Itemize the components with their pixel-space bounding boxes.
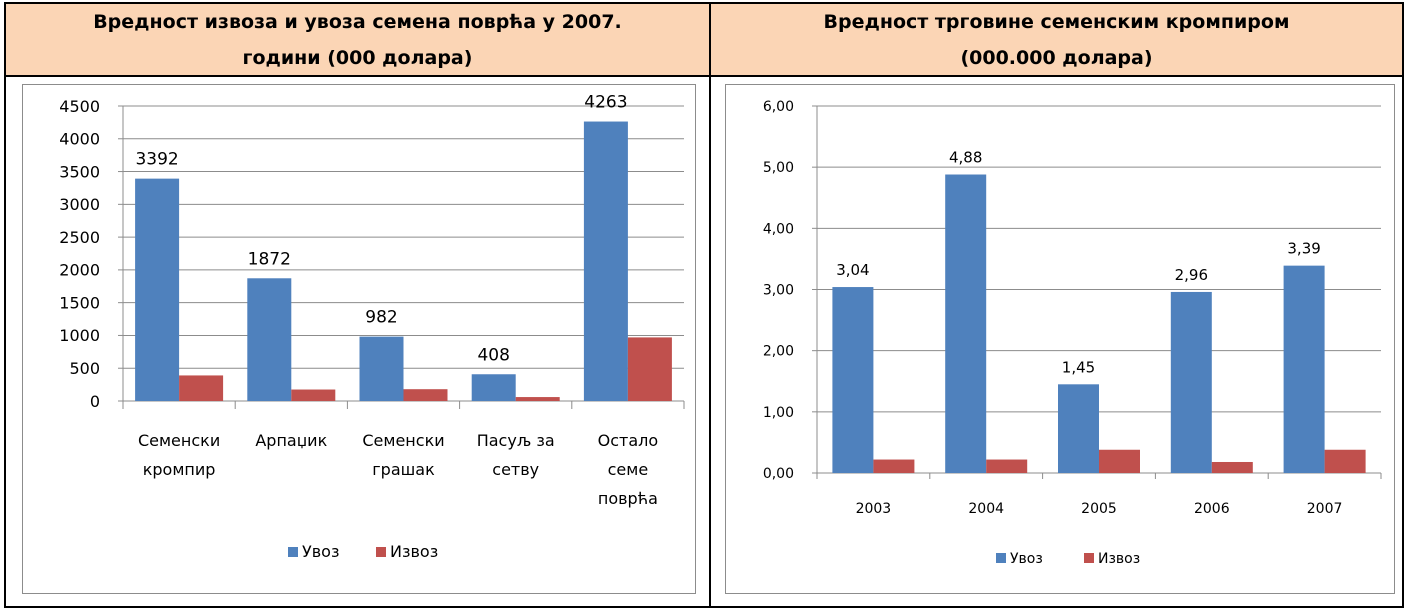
right-panel-header: Вредност трговине семенским кромпиром (00… bbox=[711, 4, 1402, 77]
y-tick-label: 1500 bbox=[59, 293, 100, 312]
legend-export-label: Извоз bbox=[1098, 551, 1140, 567]
import-bar bbox=[471, 374, 516, 401]
x-category-label: 2007 bbox=[1307, 501, 1343, 517]
legend-import-label: Увоз bbox=[302, 542, 339, 561]
right-title-line2: (000.000 долара) bbox=[960, 46, 1153, 69]
y-tick-label: 500 bbox=[69, 359, 100, 378]
import-bar bbox=[247, 278, 292, 401]
x-category-label: кромпир bbox=[143, 460, 216, 479]
import-bar bbox=[1283, 265, 1325, 473]
y-tick-label: 0,00 bbox=[763, 466, 794, 482]
bar-data-label: 4,88 bbox=[949, 149, 982, 167]
y-tick-label: 2000 bbox=[59, 261, 100, 280]
bar-data-label: 1872 bbox=[248, 249, 291, 269]
export-bar bbox=[179, 375, 224, 401]
y-tick-label: 2,00 bbox=[763, 344, 794, 360]
x-category-label: 2005 bbox=[1081, 501, 1117, 517]
y-tick-label: 4,00 bbox=[763, 221, 794, 237]
import-bar bbox=[832, 287, 874, 473]
x-category-label: 2006 bbox=[1194, 501, 1230, 517]
import-bar bbox=[945, 174, 987, 474]
seed-trade-chart: 0 500 1000 1500 2000 2500 3000 3500 4000 4500 3392… bbox=[59, 93, 685, 561]
y-tick-label: 6,00 bbox=[763, 99, 794, 115]
x-category-label: Арпаџик bbox=[255, 431, 327, 450]
legend-import-label: Увоз bbox=[1010, 551, 1043, 567]
x-category-label: Пасуљ за bbox=[477, 431, 555, 450]
export-bar bbox=[515, 397, 560, 401]
y-tick-label: 2500 bbox=[59, 228, 100, 247]
left-panel-title: Вредност извоза и увоза семена поврћа у … bbox=[93, 4, 622, 76]
right-title-line1: Вредност трговине семенским кромпиром bbox=[823, 10, 1290, 33]
x-category-label: грашак bbox=[372, 460, 435, 479]
import-bar bbox=[1058, 384, 1099, 473]
export-bar bbox=[291, 389, 336, 401]
potato-trade-chart-box: 0,00 1,00 2,00 3,00 4,00 5,00 6,00 3,04 2003 4,88… bbox=[725, 84, 1395, 594]
x-category-label: семе bbox=[608, 460, 649, 479]
import-bar bbox=[359, 336, 404, 401]
import-bar bbox=[1170, 291, 1212, 473]
x-category-label: поврћа bbox=[598, 489, 658, 508]
left-panel-header: Вредност извоза и увоза семена поврћа у … bbox=[6, 4, 709, 77]
y-tick-label: 5,00 bbox=[763, 160, 794, 176]
y-tick-label: 1000 bbox=[59, 326, 100, 345]
y-tick-label: 4000 bbox=[59, 130, 100, 149]
left-title-line1: Вредност извоза и увоза семена поврћа у … bbox=[93, 10, 622, 33]
legend-export-swatch bbox=[1084, 553, 1094, 563]
seed-trade-chart-box: 0 500 1000 1500 2000 2500 3000 3500 4000 4500 3392… bbox=[22, 84, 696, 594]
import-bar bbox=[583, 121, 628, 401]
x-category-label: сетву bbox=[492, 460, 539, 479]
potato-trade-chart: 0,00 1,00 2,00 3,00 4,00 5,00 6,00 3,04 2003 4,88… bbox=[763, 99, 1382, 567]
y-tick-label: 3,00 bbox=[763, 283, 794, 299]
bar-data-label: 3392 bbox=[135, 150, 178, 170]
bar-data-label: 982 bbox=[365, 308, 397, 328]
x-category-label: 2004 bbox=[968, 501, 1004, 517]
y-tick-label: 3500 bbox=[59, 162, 100, 181]
page-frame: Вредност извоза и увоза семена поврћа у … bbox=[4, 2, 1404, 608]
x-category-label: 2003 bbox=[856, 501, 892, 517]
y-tick-label: 0 bbox=[90, 392, 100, 411]
export-bar bbox=[873, 459, 915, 473]
export-bar bbox=[1099, 449, 1140, 473]
legend-import-swatch bbox=[996, 553, 1006, 563]
bar-data-label: 1,45 bbox=[1062, 358, 1095, 376]
x-category-label: Остало bbox=[598, 431, 659, 450]
legend-export-label: Извоз bbox=[390, 542, 438, 561]
right-panel-title: Вредност трговине семенским кромпиром (00… bbox=[824, 4, 1290, 76]
y-tick-label: 4500 bbox=[59, 97, 100, 116]
export-bar bbox=[1211, 461, 1253, 473]
export-bar bbox=[1324, 449, 1366, 473]
import-bar bbox=[135, 178, 180, 401]
legend-export-swatch bbox=[376, 547, 386, 557]
legend-import-swatch bbox=[288, 547, 298, 557]
right-panel: Вредност трговине семенским кромпиром (00… bbox=[711, 4, 1402, 606]
bar-data-label: 4263 bbox=[584, 93, 627, 113]
left-panel: Вредност извоза и увоза семена поврћа у … bbox=[6, 4, 711, 606]
bar-data-label: 408 bbox=[477, 345, 509, 365]
x-category-label: Семенски bbox=[138, 431, 220, 450]
y-tick-label: 3000 bbox=[59, 195, 100, 214]
bar-data-label: 2,96 bbox=[1175, 266, 1208, 284]
export-bar bbox=[403, 389, 448, 401]
export-bar bbox=[986, 459, 1028, 473]
bar-data-label: 3,04 bbox=[836, 261, 869, 279]
bar-data-label: 3,39 bbox=[1287, 240, 1320, 258]
y-tick-label: 1,00 bbox=[763, 405, 794, 421]
export-bar bbox=[627, 337, 672, 401]
x-category-label: Семенски bbox=[362, 431, 444, 450]
left-title-line2: години (000 долара) bbox=[242, 46, 473, 69]
